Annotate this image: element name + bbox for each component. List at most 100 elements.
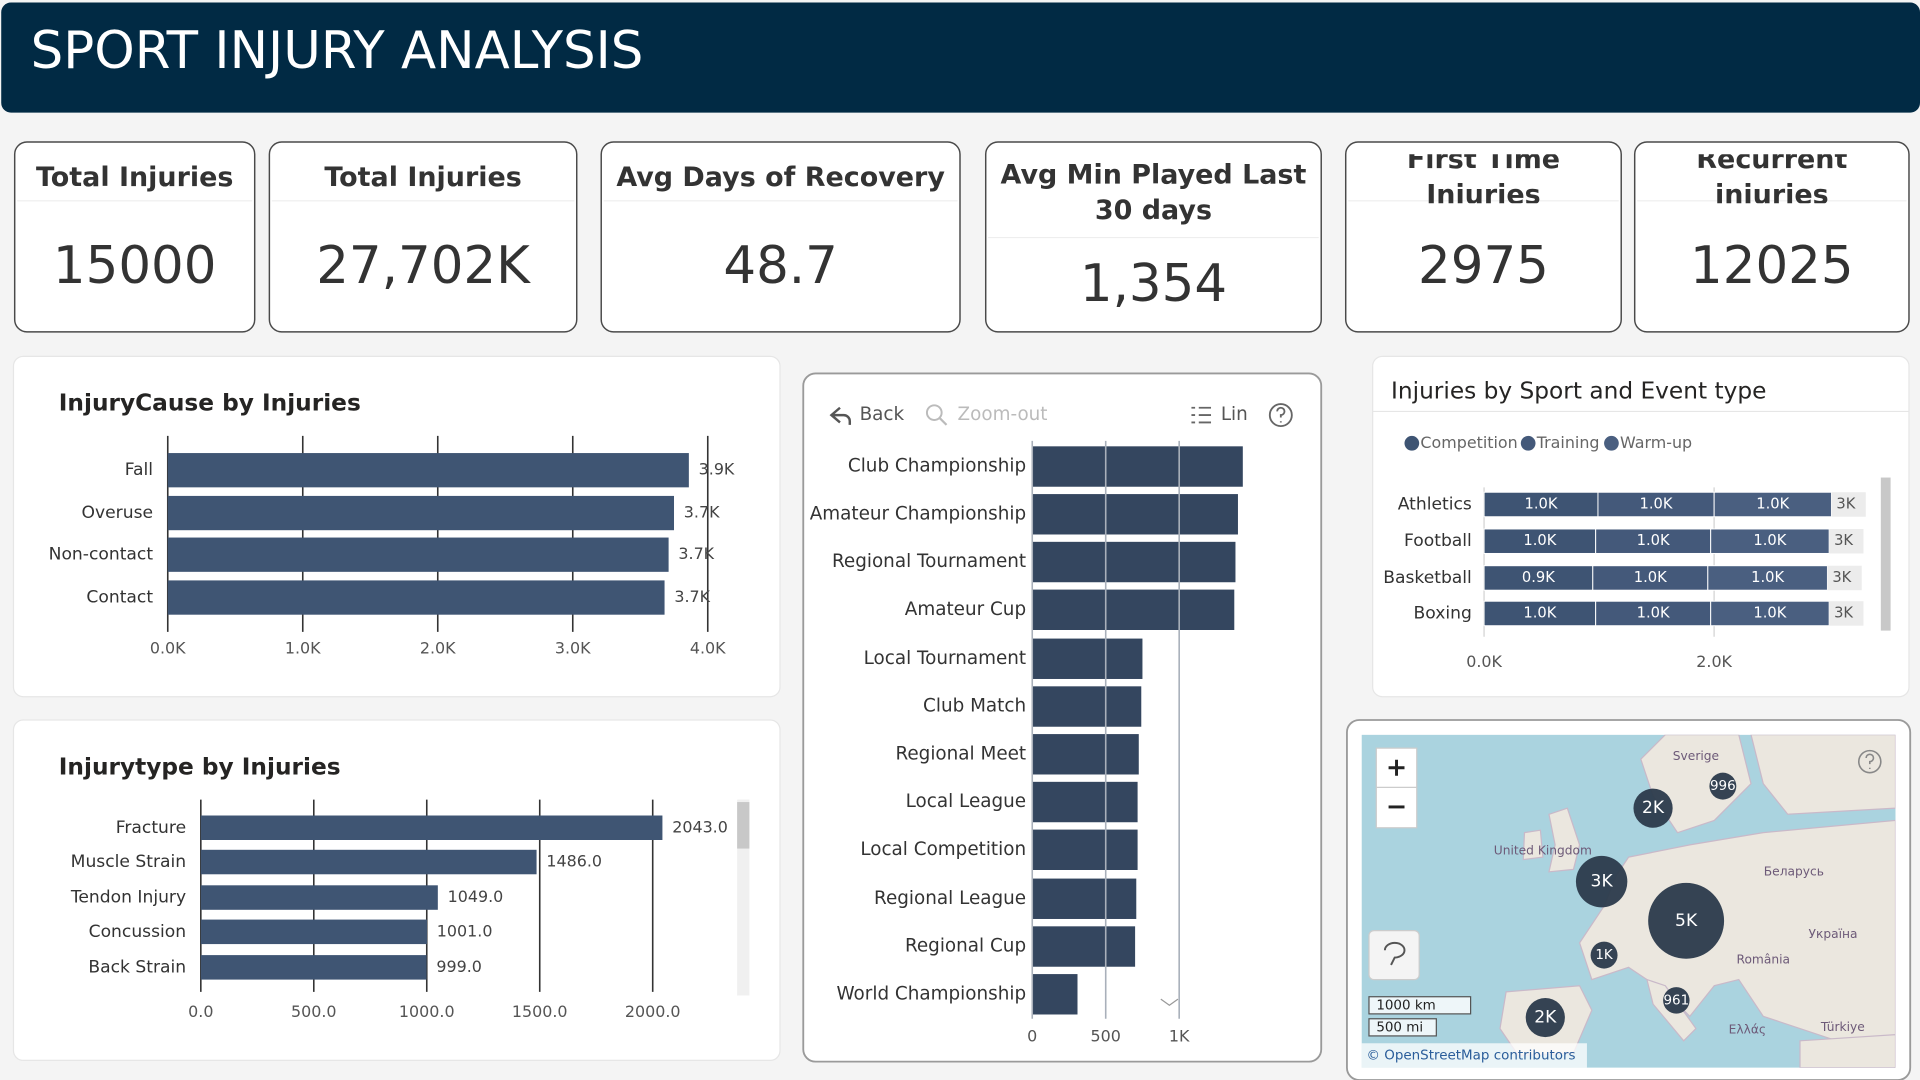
data-label: 1.0K <box>1751 569 1784 586</box>
map-bubble <box>1663 987 1690 1014</box>
x-tick-label: 500 <box>1091 1027 1121 1046</box>
y-tick-label: Athletics <box>1398 494 1472 514</box>
legend-label: Warm-up <box>1620 433 1692 452</box>
y-tick-label: Regional League <box>874 888 1026 909</box>
zoom-icon[interactable] <box>925 404 943 421</box>
y-tick-label: Regional Cup <box>905 936 1026 957</box>
data-label: 1001.0 <box>437 921 493 940</box>
bar <box>167 495 675 531</box>
place-label: Ελλάς <box>1729 1022 1766 1036</box>
kpi-value: 1,354 <box>1079 253 1228 314</box>
help-icon[interactable] <box>1865 753 1875 769</box>
x-tick-label: 1500.0 <box>512 1002 568 1021</box>
bar <box>1032 686 1142 727</box>
bar <box>167 537 669 572</box>
bubble-label: 2K <box>1534 1008 1557 1028</box>
y-tick-label: Amateur Championship <box>810 503 1026 524</box>
y-tick-label: Regional Tournament <box>832 551 1026 572</box>
x-tick-label: 3.0K <box>555 638 591 657</box>
y-tick-label: Club Championship <box>848 456 1026 477</box>
data-label: 1.0K <box>1756 495 1789 512</box>
kpi-title: First Time Injuries <box>1406 154 1561 204</box>
data-label: 3.7K <box>684 503 720 522</box>
y-tick-label: Football <box>1404 531 1472 551</box>
total-box <box>1829 601 1864 626</box>
legend-dot <box>1604 435 1619 451</box>
x-tick-label: 2.0K <box>1696 652 1732 671</box>
map-bubble <box>1709 772 1737 800</box>
total-box <box>1829 528 1864 554</box>
back-icon[interactable] <box>829 406 852 425</box>
y-tick-label: Concussion <box>89 922 187 942</box>
data-label: 999.0 <box>436 957 482 976</box>
place-label: United Kingdom <box>1494 844 1592 858</box>
x-tick-label: 0.0K <box>1466 652 1502 671</box>
kpi-card <box>600 141 961 333</box>
bar <box>200 919 427 945</box>
data-label: 1.0K <box>1753 604 1786 621</box>
data-label: 1.0K <box>1640 495 1673 512</box>
list-icon[interactable] <box>1191 406 1212 424</box>
place-label: Беларусь <box>1764 864 1824 878</box>
total-label: 3K <box>1832 569 1851 586</box>
place-label: Sverige <box>1673 749 1719 763</box>
kpi-title-box: First Time Injuries <box>1406 154 1561 204</box>
bar <box>200 815 663 840</box>
help-icon[interactable] <box>1268 403 1293 428</box>
bar <box>167 453 689 488</box>
y-tick-label: Local League <box>906 791 1026 812</box>
kpi-title-box: Total Injuries <box>324 162 522 194</box>
kpi-value-box: 15000 <box>53 235 217 295</box>
chart-title: Injuries by Sport and Event type <box>1391 377 1766 404</box>
kpi-title-box: Recurrent injuries <box>1696 154 1847 203</box>
data-label: 3.7K <box>678 544 714 563</box>
y-tick-label: Tendon Injury <box>70 888 186 908</box>
place-label: Türkiye <box>1820 1020 1865 1034</box>
legend-label: Competition <box>1420 433 1517 452</box>
help-icon[interactable] <box>1857 749 1882 774</box>
data-label: 1049.0 <box>448 887 504 906</box>
kpi-title: Total Injuries <box>324 162 522 194</box>
data-label: 3.9K <box>699 460 735 479</box>
lasso-button[interactable] <box>1368 930 1420 981</box>
y-tick-label: Regional Meet <box>895 743 1026 764</box>
x-tick-label: 500.0 <box>291 1002 337 1021</box>
bar <box>200 849 537 875</box>
data-label: 1.0K <box>1523 604 1556 621</box>
kpi-value-box: 2975 <box>1418 235 1549 295</box>
bar-segment <box>1483 600 1597 627</box>
y-tick-label: World Championship <box>836 983 1026 1004</box>
scrollbar-thumb[interactable] <box>1880 477 1891 631</box>
toolbar-button: Back <box>860 404 905 425</box>
bar <box>1032 541 1236 583</box>
y-tick-label: Muscle Strain <box>71 852 186 872</box>
x-tick-label: 2000.0 <box>625 1002 681 1021</box>
kpi-title-box: Total Injuries <box>36 162 233 193</box>
chart-title: Injurytype by Injuries <box>59 753 341 780</box>
kpi-value: 12025 <box>1690 234 1854 295</box>
data-label: 1.0K <box>1753 532 1786 549</box>
y-tick-label: Local Competition <box>860 839 1026 860</box>
kpi-card <box>268 141 578 333</box>
help-icon[interactable] <box>1276 406 1286 423</box>
bar <box>1032 974 1078 1015</box>
attribution-bg <box>1361 1043 1587 1068</box>
bar <box>200 885 438 910</box>
land <box>1548 807 1581 873</box>
scrollbar-thumb[interactable] <box>737 802 750 849</box>
land <box>1578 819 1896 1068</box>
bar <box>1032 446 1243 487</box>
bar-segment <box>1707 565 1828 591</box>
panel <box>1372 355 1910 698</box>
expand-icon[interactable] <box>1160 998 1179 1007</box>
map[interactable] <box>1361 734 1896 1068</box>
header-title: SPORT INJURY ANALYSIS <box>31 21 644 81</box>
zoom-icon[interactable] <box>938 416 948 426</box>
legend-dot <box>1520 435 1536 451</box>
bar <box>1032 589 1235 630</box>
data-label: 1.0K <box>1525 495 1558 512</box>
zoom-in[interactable] <box>1388 759 1405 776</box>
legend-label: Training <box>1536 433 1600 452</box>
kpi-value-box: 27,702K <box>316 235 530 295</box>
lasso-icon <box>1383 941 1406 966</box>
